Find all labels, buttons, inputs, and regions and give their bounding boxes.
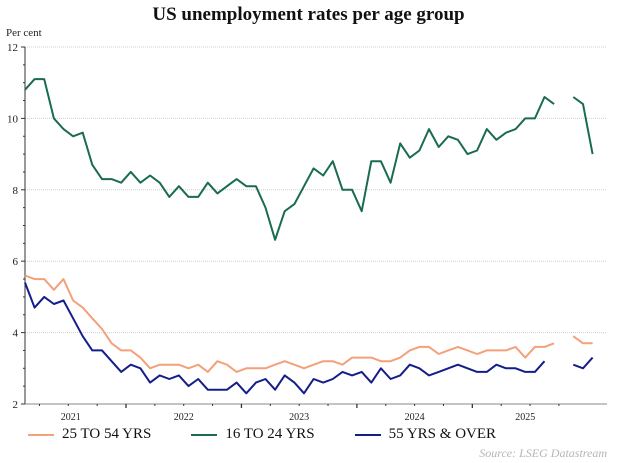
legend-item-16-24: 16 TO 24 YRS [191, 426, 315, 443]
legend-swatch-25-54 [28, 433, 54, 436]
x-tick-label: 2025 [515, 412, 535, 423]
legend-label-25-54: 25 TO 54 YRS [62, 426, 152, 442]
series-line-2 [572, 356, 594, 370]
series-line-2 [24, 282, 546, 395]
series-line-1 [24, 78, 555, 241]
legend-label-16-24: 16 TO 24 YRS [225, 426, 315, 442]
chart-title: US unemployment rates per age group [152, 4, 465, 25]
legend-item-55-over: 55 YRS & OVER [354, 426, 497, 443]
legend-item-25-54: 25 TO 54 YRS [28, 426, 151, 443]
x-tick-label: 2022 [174, 412, 194, 423]
legend-swatch-16-24 [191, 433, 218, 436]
y-tick-label: 6 [13, 256, 19, 268]
legend-label-55-over: 55 YRS & OVER [388, 426, 497, 442]
legend: 25 TO 54 YRS 16 TO 24 YRS 55 YRS & OVER [28, 426, 496, 443]
source-note: Source: LSEG Datastream [479, 446, 607, 460]
series-line-0 [24, 274, 555, 373]
y-tick-label: 12 [7, 42, 18, 54]
series-line-1 [572, 96, 594, 155]
legend-swatch-55-over [354, 433, 381, 436]
x-tick-label: 2023 [289, 412, 309, 423]
y-tick-label: 8 [13, 185, 19, 197]
y-tick-label: 4 [13, 328, 19, 340]
y-axis-label: Per cent [6, 27, 42, 39]
x-tick-label: 2024 [405, 412, 425, 423]
y-tick-label: 10 [7, 113, 19, 125]
series-line-0 [572, 335, 593, 345]
line-chart: 2 4 6 8 10 12 2021 2022 2023 2024 2025 [7, 42, 607, 423]
y-tick-label: 2 [13, 399, 19, 411]
x-tick-label: 2021 [61, 412, 81, 423]
